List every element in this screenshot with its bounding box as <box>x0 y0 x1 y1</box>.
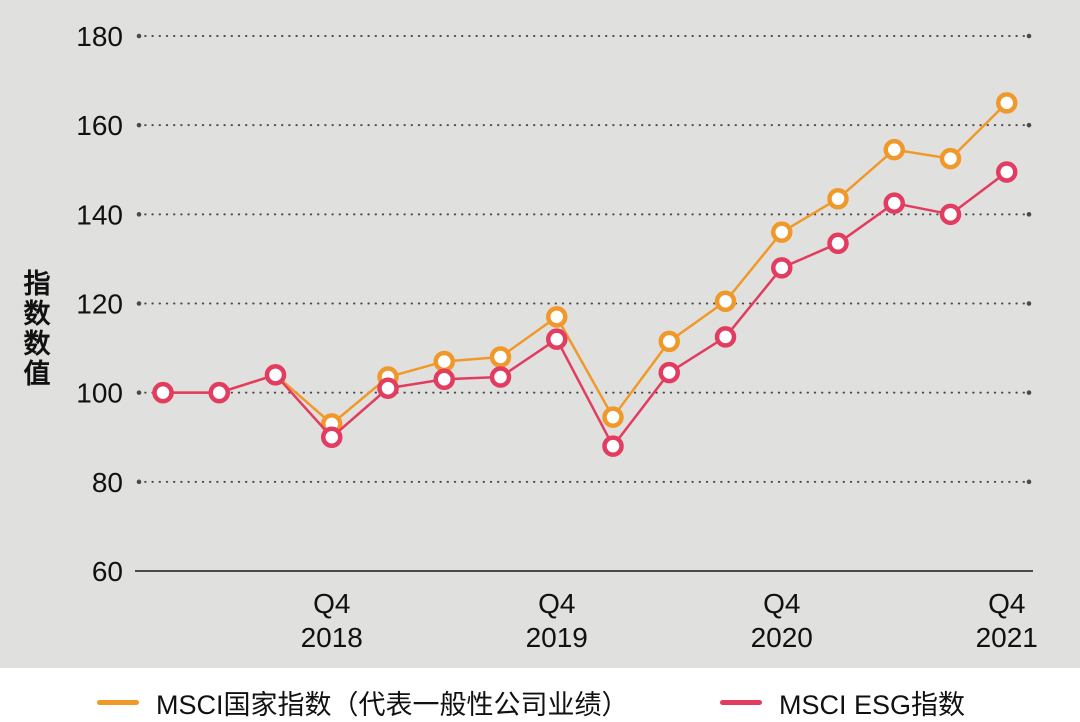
data-point-marker <box>602 435 624 457</box>
legend-label-country-index: MSCI国家指数（代表一般性公司业绩） <box>156 690 629 720</box>
x-tick-label-year: 2019 <box>526 622 588 653</box>
data-point-marker <box>771 221 793 243</box>
gridline-end-dot <box>1026 33 1032 39</box>
gridline-end-dot <box>1026 390 1032 395</box>
gridline-end-dot <box>1026 479 1032 485</box>
data-point-marker <box>883 192 905 214</box>
data-point-marker <box>377 377 399 399</box>
x-tick-label-year: 2018 <box>301 622 363 653</box>
chart-legend: MSCI国家指数（代表一般性公司业绩） MSCI ESG指数 <box>0 683 1080 722</box>
data-point-marker <box>264 364 287 386</box>
gridline-end-dot <box>1026 212 1032 217</box>
data-point-marker <box>546 306 568 328</box>
y-tick-label: 100 <box>76 378 123 409</box>
x-tick-label-quarter: Q4 <box>988 588 1025 619</box>
gridline-end-dot <box>136 33 142 39</box>
data-point-marker <box>939 203 962 226</box>
data-point-marker <box>996 92 1018 114</box>
data-point-marker <box>996 161 1018 183</box>
data-point-marker <box>771 257 793 279</box>
chart-area: 180 160 140 120 100 80 60 Q4 2018 Q4 2019 Q4 2020 Q4 2… <box>0 0 1080 668</box>
data-point-marker <box>658 361 680 384</box>
series-line-0 <box>163 101 1008 426</box>
y-axis-title: 指 数 数 值 <box>23 269 51 389</box>
gridline-end-dot <box>136 479 142 485</box>
data-point-marker <box>939 147 962 170</box>
x-tick-label-quarter: Q4 <box>538 588 575 619</box>
y-tick-label: 140 <box>76 199 123 230</box>
data-point-marker <box>433 350 455 373</box>
data-point-marker <box>714 326 737 348</box>
gridline-end-dot <box>136 212 142 217</box>
data-point-marker <box>546 328 568 350</box>
y-tick-label: 120 <box>76 288 123 319</box>
data-point-marker <box>208 381 230 404</box>
legend-item-esg-index: MSCI ESG指数 <box>720 683 965 722</box>
data-point-marker <box>714 290 737 313</box>
y-tick-label: 160 <box>76 110 123 141</box>
data-point-marker <box>883 138 905 161</box>
gridline-end-dot <box>1026 122 1032 128</box>
gridline-end-dot <box>136 301 142 306</box>
data-point-marker <box>827 187 849 210</box>
country-index-line-swatch <box>97 700 139 705</box>
legend-label-esg-index: MSCI ESG指数 <box>779 690 966 720</box>
x-tick-label-year: 2021 <box>976 622 1038 653</box>
data-point-marker <box>152 381 174 404</box>
y-tick-label: 80 <box>92 467 123 498</box>
x-tick-label-year: 2020 <box>751 622 813 653</box>
y-tick-label: 180 <box>76 21 123 52</box>
data-point-marker <box>658 330 680 353</box>
data-point-marker <box>827 232 849 255</box>
data-point-marker <box>321 426 343 448</box>
data-point-marker <box>433 368 455 391</box>
gridline-end-dot <box>136 390 142 395</box>
data-point-marker <box>489 366 512 388</box>
x-tick-label-quarter: Q4 <box>313 588 350 619</box>
series-line-1 <box>163 170 1008 448</box>
gridline-end-dot <box>136 122 142 128</box>
legend-item-country-index: MSCI国家指数（代表一般性公司业绩） <box>97 683 629 722</box>
data-point-marker <box>489 346 512 368</box>
chart-svg: 1801601401201008060Q42018Q42019Q42020Q42… <box>76 21 1038 653</box>
x-tick-label-quarter: Q4 <box>763 588 800 619</box>
gridline-end-dot <box>1026 301 1032 306</box>
y-tick-label: 60 <box>92 556 123 587</box>
data-point-marker <box>602 406 624 428</box>
esg-index-line-swatch <box>720 700 762 705</box>
